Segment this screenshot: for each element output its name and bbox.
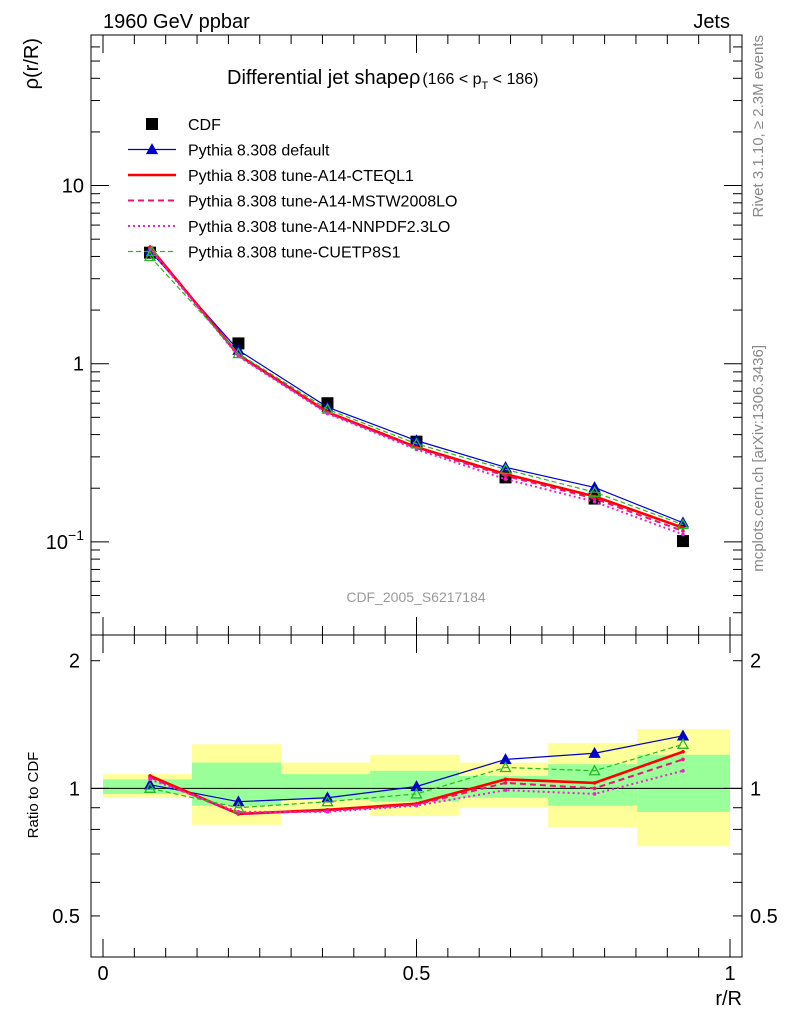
x-tick-label-1: 0.5 [403,963,431,985]
ratio-nnpdf-point-0 [148,777,152,782]
ratio-cteql1-point-6 [681,749,685,754]
main-cuetp8s1-point-2 [321,402,334,414]
main-default-line [149,250,684,524]
rivet-version-label: Rivet 3.1.10, ≥ 2.3M events [750,35,767,218]
ratio-y-tick-label-right-0: 2 [750,651,761,673]
header-jets-label: Jets [693,11,730,33]
main-y-tick-label-1: 1 [73,354,84,376]
main-plot-panel [90,34,743,636]
main-cuetp8s1-line [149,256,684,526]
ratio-cuetp8s1-point-1 [232,801,245,813]
ratio-cteql1-point-4 [503,777,508,782]
ratio-default-point-1 [232,795,245,807]
legend-cuetp8s1-marker [145,245,159,257]
main-cuetp8s1-point-5 [588,485,601,497]
ratio-cuetp8s1-point-6 [676,737,690,749]
ratio-mstw-point-5 [592,786,597,791]
ratio-cteql1-point-5 [592,781,597,785]
ratio-cuetp8s1-point-0 [143,781,157,793]
header-energy-label: 1960 GeV ppbar [103,11,250,33]
legend-label-nnpdf: Pythia 8.308 tune-A14-NNPDF2.3LO [188,219,450,236]
main-mstw-point-5 [592,496,597,501]
plot-title-main: Differential jet shapeρ [227,67,420,89]
main-nnpdf-point-5 [592,499,597,504]
main-nnpdf-line [149,248,684,536]
ratio-mstw-point-4 [503,781,508,785]
legend-cdf-marker [146,118,158,130]
main-y-axis-label: ρ(r/R) [21,38,43,89]
ratio-y-tick-label-right-2: 0.5 [750,906,778,928]
main-mstw-line [149,247,684,532]
ratio-y-tick-label-left-0: 2 [69,651,80,673]
legend-label-cteql1: Pythia 8.308 tune-A14-CTEQL1 [188,168,414,185]
legend-label-cuetp8s1: Pythia 8.308 tune-CUETP8S1 [188,245,401,262]
plot-title: Differential jet shapeρ (166 < pT < 186) [227,67,539,92]
main-nnpdf-point-3 [414,447,419,452]
main-y-tick-label-0: 10 [62,176,84,198]
main-cteql1-line [149,246,684,529]
ratio-plot-panel [90,634,743,958]
x-axis-label: r/R [715,988,742,1010]
ratio-y-tick-label-right-1: 1 [750,778,761,800]
ratio-band-inner-1 [192,762,282,806]
ratio-y-axis-label: Ratio to CDF [25,752,42,839]
ratio-plot-frame [90,634,743,958]
analysis-tag: CDF_2005_S6217184 [346,589,486,605]
main-y-tick-label-2: 10−1 [46,527,84,554]
ratio-mstw-point-6 [681,757,685,762]
ratio-default-point-5 [588,746,601,758]
ratio-cuetp8s1-point-4 [499,761,512,773]
legend-label-mstw: Pythia 8.308 tune-A14-MSTW2008LO [188,194,457,211]
main-nnpdf-point-4 [503,477,508,481]
ratio-nnpdf-point-6 [681,768,685,773]
plot-title-range-sub: T [482,80,489,92]
main-cuetp8s1-point-4 [499,463,512,475]
ratio-nnpdf-point-5 [592,792,597,796]
ratio-y-tick-label-left-2: 0.5 [52,906,80,928]
main-mstw-point-6 [681,529,685,533]
ratio-nnpdf-point-4 [503,788,508,792]
ratio-default-point-3 [410,780,423,792]
ratio-y-tick-label-left-1: 1 [69,778,80,800]
main-cuetp8s1-point-3 [410,437,423,449]
main-mstw-point-4 [503,473,508,478]
legend: CDF Pythia 8.308 default Pythia 8.308 tune… [128,117,457,262]
ratio-cuetp8s1-point-5 [588,764,601,776]
ratio-cuetp8s1-point-2 [321,795,334,807]
legend-default-marker [145,143,159,155]
main-cuetp8s1-point-1 [232,347,245,359]
x-tick-label-2: 1 [724,963,735,985]
ratio-band-inner-6 [637,754,730,812]
ratio-cuetp8s1-line [149,743,684,809]
mcplots-label: mcplots.cern.ch [arXiv:1306.3436] [750,345,767,572]
main-nnpdf-point-6 [681,532,685,537]
main-cuetp8s1-point-6 [676,518,690,530]
ratio-nnpdf-point-3 [414,803,419,808]
plot-title-range-close: < 186) [488,71,538,88]
ratio-cuetp8s1-point-3 [410,787,423,799]
x-tick-label-0: 0 [97,963,108,985]
main-cdf-point-6 [676,535,689,548]
plot-title-range: (166 < p [422,71,481,88]
legend-label-data: CDF [188,117,221,134]
ratio-nnpdf-point-2 [325,810,330,814]
legend-label-default: Pythia 8.308 default [188,143,330,160]
